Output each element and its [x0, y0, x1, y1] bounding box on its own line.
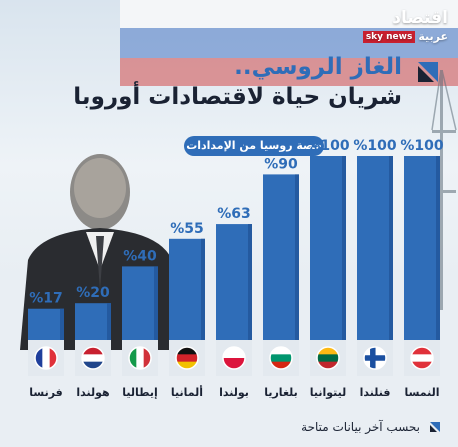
bar-8	[357, 156, 393, 340]
lithuania-flag-icon	[316, 346, 340, 370]
value-label-2: %20	[76, 285, 110, 301]
value-label-7: %100	[306, 138, 350, 154]
bar-shade-7	[342, 156, 346, 340]
russian-flag-white-band	[120, 0, 458, 28]
bulgaria-flag-icon	[269, 346, 293, 370]
germany-flag-icon	[175, 346, 199, 370]
sky-news-arabia-logo: اقتصاد sky news عربية	[360, 8, 448, 60]
france-flag-icon	[34, 346, 58, 370]
country-label-9: النمسا	[404, 386, 439, 399]
bar-7	[310, 156, 346, 340]
italy-flag-icon	[128, 346, 152, 370]
bar-shade-9	[436, 156, 440, 340]
country-label-6: بلغاريا	[264, 386, 298, 399]
bar-shade-8	[389, 156, 393, 340]
country-label-5: بولندا	[219, 386, 249, 399]
logo-sub: sky news عربية	[360, 30, 448, 43]
bar-2	[75, 303, 111, 340]
country-label-3: إيطاليا	[122, 386, 158, 399]
logo-sub-text: عربية	[418, 30, 448, 43]
bar-shade-6	[295, 174, 299, 340]
oil-rig-icon	[431, 70, 457, 310]
bar-shade-3	[154, 266, 158, 340]
bar-6	[263, 174, 299, 340]
title-line-1: الغاز الروسي..	[234, 54, 402, 80]
country-label-7: ليتوانيا	[310, 386, 347, 399]
bar-3	[122, 266, 158, 340]
value-label-8: %100	[353, 138, 397, 154]
finland-flag-icon	[363, 346, 387, 370]
bar-shade-4	[201, 238, 205, 340]
value-label-5: %63	[217, 206, 251, 222]
country-label-4: ألمانيا	[171, 385, 203, 399]
brand-arrow-icon	[418, 62, 438, 82]
austria-flag-icon	[410, 346, 434, 370]
poland-flag-icon	[222, 346, 246, 370]
country-label-2: هولندا	[76, 386, 109, 399]
footnote: بحسب آخر بيانات متاحة	[301, 420, 420, 434]
bar-shade-5	[248, 224, 252, 340]
bar-4	[169, 238, 205, 340]
value-label-6: %90	[264, 156, 298, 172]
country-label-8: فنلندا	[360, 386, 391, 399]
bar-1	[28, 308, 64, 340]
logo-news-badge: sky news	[362, 30, 416, 43]
bar-9	[404, 156, 440, 340]
netherlands-flag-icon	[81, 346, 105, 370]
country-label-1: فرنسا	[29, 386, 63, 399]
bar-shade-2	[107, 303, 111, 340]
value-label-1: %17	[29, 291, 63, 307]
legend-pill: حصة روسيا من الإمدادات	[184, 136, 324, 156]
value-label-9: %100	[400, 138, 444, 154]
value-label-4: %55	[170, 221, 204, 237]
value-label-3: %40	[123, 248, 157, 264]
bar-5	[216, 224, 252, 340]
russian-flag-red-band	[120, 58, 458, 86]
title-line-2: شريان حياة لاقتصادات أوروبا	[73, 84, 402, 110]
bar-shade-1	[60, 308, 64, 340]
logo-main-text: اقتصاد	[392, 8, 448, 28]
footnote-arrow-icon	[430, 422, 440, 432]
